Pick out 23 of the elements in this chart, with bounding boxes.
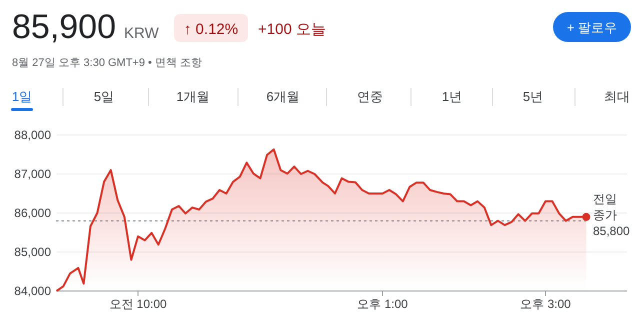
follow-button: + 팔로우	[553, 12, 631, 42]
text: 1개월	[176, 89, 210, 104]
x-tick-label: 오후 1:00	[357, 297, 408, 311]
y-tick-label: 88,000	[14, 128, 52, 142]
text: 1일	[12, 89, 32, 104]
text: 최대	[604, 89, 630, 104]
text: KRW	[124, 25, 160, 42]
chart-title: 85,900	[12, 8, 116, 46]
y-tick-label: 86,000	[14, 206, 52, 220]
text: 1년	[442, 89, 462, 104]
x-tick-label: 오후 3:00	[520, 297, 572, 311]
text: +100 오늘	[258, 21, 326, 38]
text: 8월 27일 오후 3:30 GMT+9 • 면책 조항	[12, 57, 202, 69]
text: 5년	[522, 89, 544, 104]
y-tick-label: 84,000	[14, 284, 52, 298]
x-tick-label: 오전 10:00	[109, 297, 167, 311]
ref-line-label: 전일 종가 85,800	[593, 192, 630, 238]
text: 5일	[94, 89, 114, 104]
y-tick-label: 87,000	[14, 167, 52, 181]
y-tick-label: 85,000	[14, 245, 52, 259]
text: 6개월	[266, 89, 300, 104]
change-badge: ↑ 0.12%	[174, 14, 248, 42]
text: 연중	[357, 89, 383, 104]
